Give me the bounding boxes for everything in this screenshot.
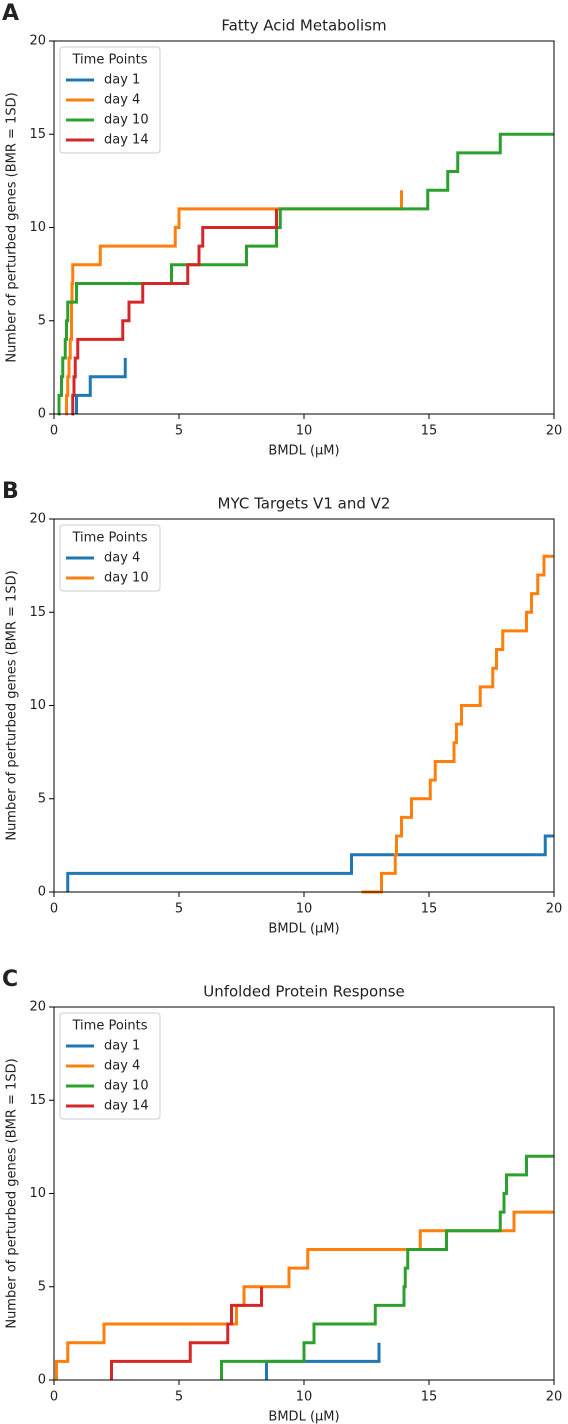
x-tick-label: 0 [50,902,58,917]
x-tick-label: 10 [296,424,313,439]
step-line [110,1286,263,1380]
x-tick-label: 10 [296,902,313,917]
y-tick-label: 15 [29,605,46,620]
chart-title: MYC Targets V1 and V2 [218,495,391,513]
y-tick-label: 5 [38,313,46,328]
x-tick-label: 20 [546,902,563,917]
x-tick-label: 15 [421,1390,438,1405]
y-tick-label: 0 [38,885,46,900]
x-tick-label: 20 [546,424,563,439]
legend-title: Time Points [72,53,148,68]
x-axis-label: BMDL (μM) [268,1410,339,1424]
y-axis-label: Number of perturbed genes (BMR = 1SD) [5,92,20,362]
panel-label: A [2,1,19,26]
y-axis-label: Number of perturbed genes (BMR = 1SD) [5,1058,20,1328]
y-tick-label: 20 [29,34,46,49]
chart-title: Unfolded Protein Response [203,983,405,1001]
legend-title: Time Points [72,531,148,546]
y-axis-label: Number of perturbed genes (BMR = 1SD) [5,570,20,840]
x-axis-label: BMDL (μM) [268,444,339,459]
legend-label: day 14 [104,133,149,148]
x-tick-label: 20 [546,1390,563,1405]
x-tick-label: 5 [175,1390,183,1405]
legend-box [59,1012,161,1120]
legend-label: day 1 [104,1039,140,1054]
panel-label: C [2,967,18,992]
legend-label: day 10 [104,113,149,128]
y-tick-label: 5 [38,1279,46,1294]
plot-frame [53,40,555,415]
panel: C Unfolded Protein Response BMDL (μM) Numbe… [2,967,562,1424]
legend-label: day 4 [104,551,140,566]
y-tick-label: 15 [29,127,46,142]
plot-frame [53,1006,555,1381]
step-line [71,208,278,416]
x-tick-label: 0 [50,1390,58,1405]
legend-label: day 10 [104,1079,149,1094]
y-tick-label: 10 [29,1186,46,1201]
x-tick-label: 15 [421,424,438,439]
panel-label: B [2,479,19,504]
x-tick-label: 10 [296,1390,313,1405]
y-tick-label: 20 [29,512,46,527]
x-tick-label: 5 [175,902,183,917]
step-line [361,554,554,894]
chart-title: Fatty Acid Metabolism [221,17,386,35]
step-line [220,1154,554,1380]
panel: A Fatty Acid Metabolism BMDL (μM) Number of… [2,1,562,459]
x-tick-label: 15 [421,902,438,917]
plot-frame [53,518,555,893]
step-line [65,190,403,416]
y-tick-label: 10 [29,698,46,713]
y-tick-label: 5 [38,791,46,806]
y-tick-label: 20 [29,1000,46,1015]
step-line [265,1342,381,1380]
x-tick-label: 5 [175,424,183,439]
y-tick-label: 10 [29,220,46,235]
y-tick-label: 15 [29,1093,46,1108]
step-line [66,834,554,892]
step-line [55,1210,554,1380]
y-tick-label: 0 [38,1373,46,1388]
x-axis-label: BMDL (μM) [268,922,339,937]
step-line [75,358,127,414]
legend-title: Time Points [72,1019,148,1034]
legend-label: day 1 [104,73,140,88]
legend-label: day 10 [104,571,149,586]
y-tick-label: 0 [38,407,46,422]
legend-box [59,524,161,592]
legend-label: day 4 [104,1059,140,1074]
legend-box [59,46,161,154]
x-tick-label: 0 [50,424,58,439]
panel: B MYC Targets V1 and V2 BMDL (μM) Number of… [2,479,562,937]
step-line [57,132,554,416]
legend-label: day 4 [104,93,140,108]
legend-label: day 14 [104,1099,149,1114]
